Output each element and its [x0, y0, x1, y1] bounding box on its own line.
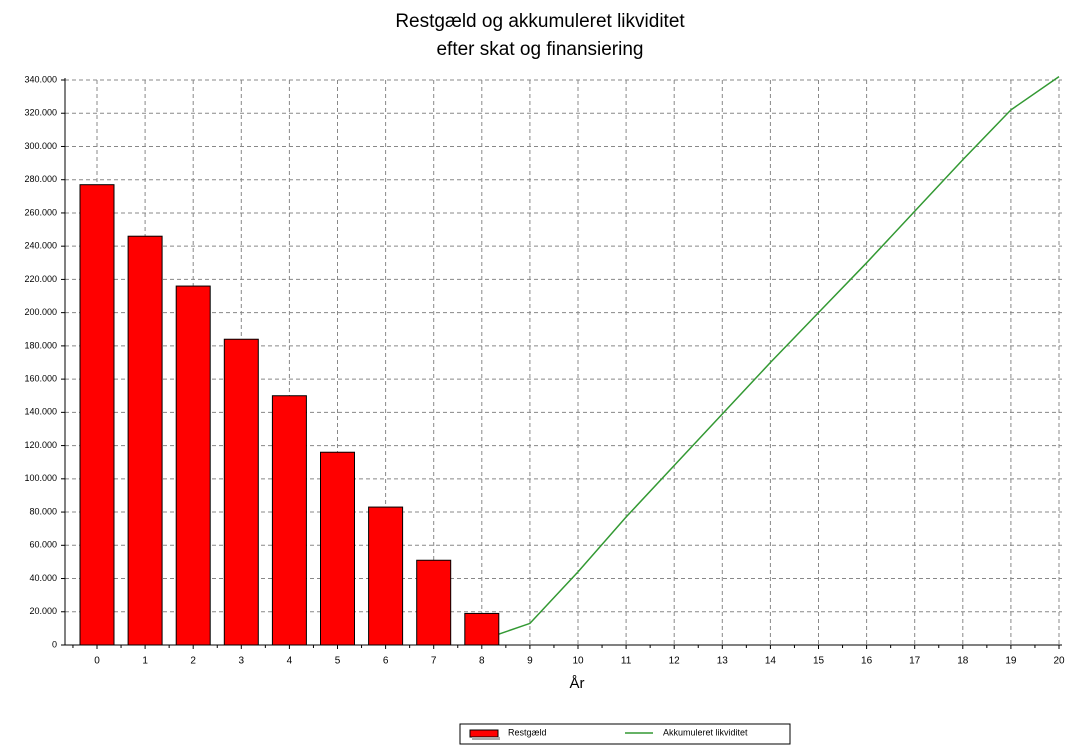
x-tick-label: 8 — [479, 656, 485, 667]
bar — [271, 395, 307, 646]
y-tick-label: 160.000 — [24, 373, 57, 383]
y-tick-label: 260.000 — [24, 207, 57, 217]
bar — [223, 338, 259, 646]
y-tick-label: 340.000 — [24, 74, 57, 84]
y-tick-label: 140.000 — [24, 407, 57, 417]
chart-title: Restgæld og akkumuleret likviditet — [395, 11, 685, 32]
x-tick-label: 11 — [621, 656, 632, 667]
bar — [320, 451, 355, 646]
y-tick-label: 20.000 — [29, 606, 57, 616]
y-tick-label: 120.000 — [24, 440, 57, 450]
x-tick-label: 12 — [669, 656, 681, 667]
x-tick-label: 13 — [717, 656, 729, 667]
x-tick-label: 10 — [572, 656, 584, 667]
bar — [368, 506, 404, 646]
y-tick-label: 220.000 — [24, 274, 57, 284]
x-tick-label: 4 — [287, 656, 293, 667]
y-tick-label: 180.000 — [24, 340, 57, 350]
x-tick-label: 19 — [1005, 656, 1017, 667]
x-tick-label: 3 — [239, 656, 245, 667]
y-tick-label: 40.000 — [29, 573, 57, 583]
x-axis-label: År — [570, 675, 585, 692]
x-tick-label: 18 — [957, 656, 969, 667]
y-tick-label: 60.000 — [29, 540, 57, 550]
bar — [464, 612, 500, 646]
x-tick-label: 5 — [335, 656, 341, 667]
y-tick-label: 300.000 — [24, 141, 57, 151]
x-tick-label: 20 — [1053, 656, 1065, 667]
bar — [416, 559, 452, 646]
chart-title: efter skat og finansiering — [436, 39, 643, 60]
x-tick-label: 17 — [909, 656, 921, 667]
legend-label: Restgæld — [508, 727, 547, 737]
line — [481, 76, 1060, 641]
bar — [175, 285, 211, 646]
x-tick-label: 0 — [94, 656, 100, 667]
bar — [79, 184, 115, 646]
y-tick-label: 240.000 — [24, 241, 57, 251]
x-tick-label: 7 — [431, 656, 437, 667]
x-tick-label: 6 — [383, 656, 389, 667]
y-tick-label: 80.000 — [29, 506, 57, 516]
legend-swatch-shadow — [472, 737, 500, 740]
legend — [459, 723, 791, 745]
x-tick-label: 2 — [190, 656, 196, 667]
y-tick-label: 280.000 — [24, 174, 57, 184]
x-tick-label: 15 — [813, 656, 825, 667]
x-tick-label: 9 — [527, 656, 533, 667]
bar — [127, 235, 163, 646]
x-tick-label: 1 — [142, 656, 148, 667]
legend-label: Akkumuleret likviditet — [663, 727, 748, 737]
x-tick-label: 14 — [765, 656, 777, 667]
y-tick-label: 100.000 — [24, 473, 57, 483]
y-tick-label: 0 — [52, 639, 57, 649]
legend-swatch — [469, 729, 499, 738]
y-tick-label: 200.000 — [24, 307, 57, 317]
x-tick-label: 16 — [861, 656, 873, 667]
y-tick-label: 320.000 — [24, 108, 57, 118]
